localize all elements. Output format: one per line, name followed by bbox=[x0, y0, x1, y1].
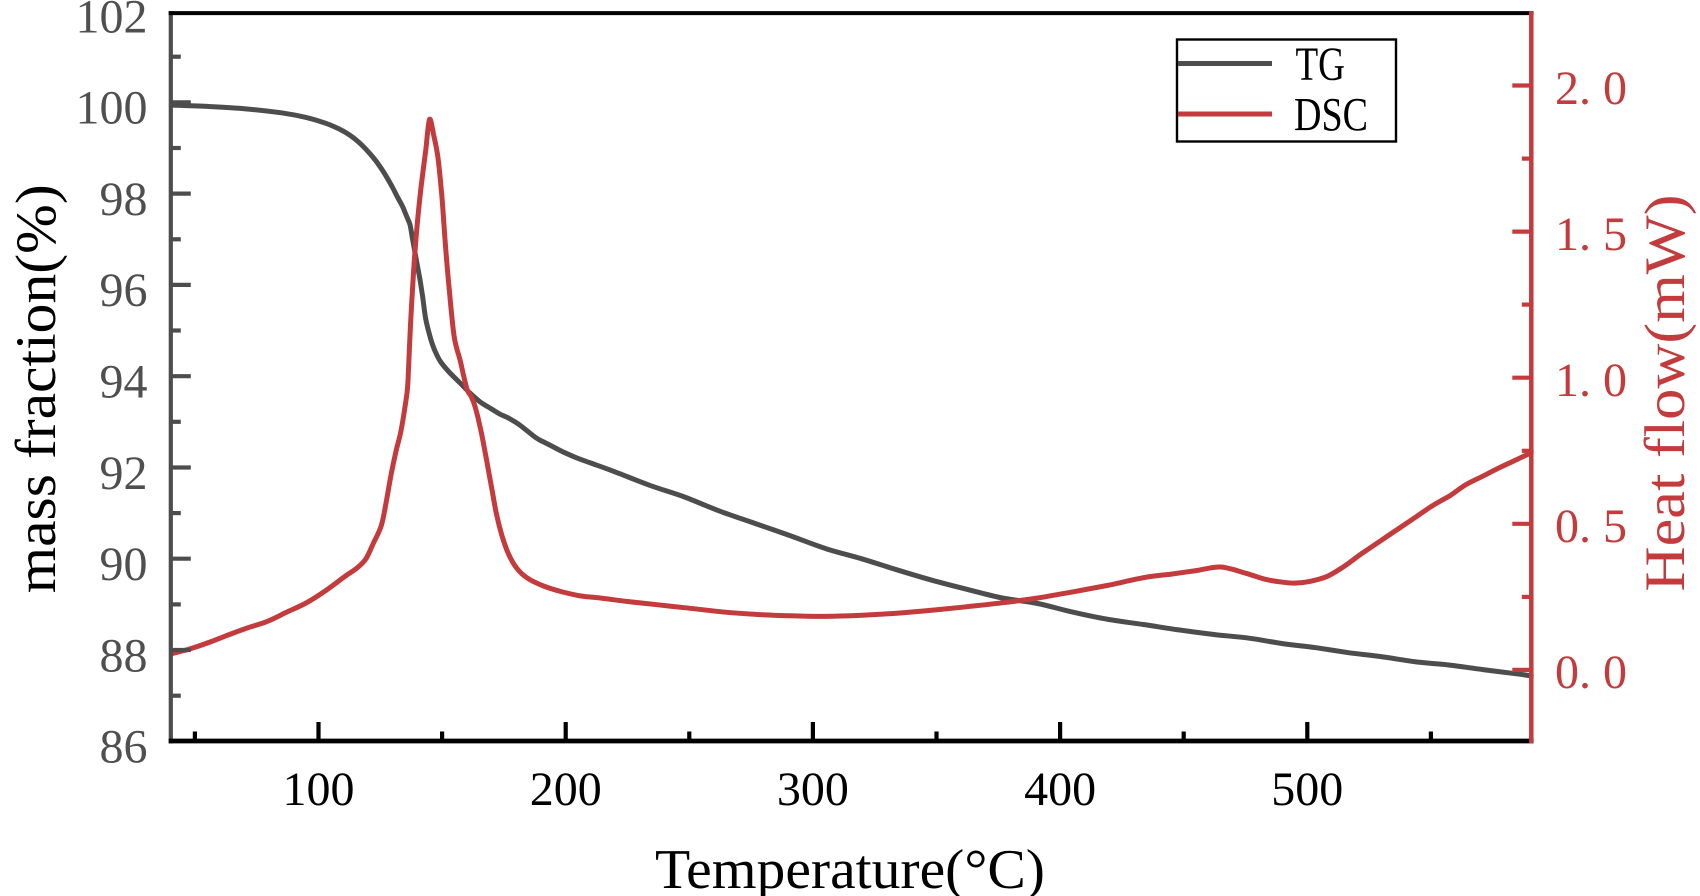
svg-text:88: 88 bbox=[100, 629, 148, 682]
svg-text:DSC: DSC bbox=[1294, 89, 1368, 142]
svg-text:0. 5: 0. 5 bbox=[1555, 500, 1627, 553]
svg-text:1. 0: 1. 0 bbox=[1555, 354, 1627, 407]
svg-text:300: 300 bbox=[777, 763, 849, 816]
svg-text:mass fraction(%): mass fraction(%) bbox=[5, 184, 68, 593]
svg-text:100: 100 bbox=[283, 763, 355, 816]
svg-text:TG: TG bbox=[1296, 38, 1346, 91]
svg-text:Heat flow(mW): Heat flow(mW) bbox=[1634, 195, 1697, 592]
svg-text:86: 86 bbox=[100, 721, 148, 774]
svg-text:0. 0: 0. 0 bbox=[1555, 646, 1627, 699]
svg-text:92: 92 bbox=[100, 447, 148, 500]
svg-text:400: 400 bbox=[1024, 763, 1096, 816]
svg-text:200: 200 bbox=[530, 763, 602, 816]
svg-text:94: 94 bbox=[100, 356, 148, 409]
svg-text:1. 5: 1. 5 bbox=[1555, 208, 1627, 261]
svg-text:2. 0: 2. 0 bbox=[1555, 62, 1627, 115]
svg-text:96: 96 bbox=[100, 264, 148, 317]
svg-text:98: 98 bbox=[100, 173, 148, 226]
svg-text:102: 102 bbox=[76, 0, 148, 43]
svg-text:100: 100 bbox=[76, 82, 148, 135]
svg-text:90: 90 bbox=[100, 538, 148, 591]
svg-text:Temperature(°C): Temperature(°C) bbox=[655, 839, 1045, 896]
svg-text:500: 500 bbox=[1271, 763, 1343, 816]
